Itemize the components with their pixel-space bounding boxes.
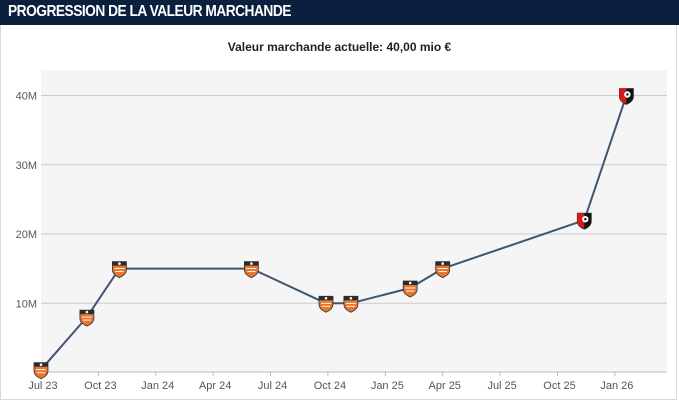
y-tick-label: 10M bbox=[16, 298, 37, 310]
x-tick-label: Jul 24 bbox=[258, 380, 287, 392]
data-point-lorient-crest-icon[interactable] bbox=[243, 261, 259, 279]
y-tick-label: 20M bbox=[16, 229, 37, 241]
section-title: PROGRESSION DE LA VALEUR MARCHANDE bbox=[8, 3, 291, 20]
data-point-lorient-crest-icon[interactable] bbox=[402, 280, 418, 298]
y-tick-label: 30M bbox=[16, 160, 37, 172]
data-point-bournemouth-crest-icon[interactable] bbox=[576, 212, 592, 230]
x-tick-label: Apr 25 bbox=[429, 380, 461, 392]
x-tick-label: Jul 23 bbox=[28, 380, 57, 392]
data-point-bournemouth-crest-icon[interactable] bbox=[619, 88, 634, 105]
market-value-line bbox=[40, 95, 628, 371]
chart-subtitle: Valeur marchande actuelle: 40,00 mio € bbox=[227, 40, 452, 54]
data-point-lorient-crest-icon[interactable] bbox=[33, 362, 49, 380]
plot-area bbox=[41, 70, 667, 372]
x-tick-label: Oct 25 bbox=[543, 380, 575, 392]
data-point-lorient-crest-icon[interactable] bbox=[112, 261, 127, 279]
x-tick-label: Apr 24 bbox=[199, 380, 231, 392]
data-point-lorient-crest-icon[interactable] bbox=[343, 295, 359, 313]
chart-panel bbox=[0, 25, 677, 400]
x-tick-label: Jul 25 bbox=[487, 380, 516, 392]
x-tick-label: Jan 24 bbox=[141, 380, 174, 392]
y-tick-label: 40M bbox=[16, 91, 37, 103]
x-tick-label: Jan 26 bbox=[600, 380, 633, 392]
data-point-lorient-crest-icon[interactable] bbox=[318, 295, 334, 313]
data-point-lorient-crest-icon[interactable] bbox=[435, 261, 451, 279]
x-tick-label: Oct 24 bbox=[314, 380, 346, 392]
data-point-lorient-crest-icon[interactable] bbox=[79, 309, 95, 327]
x-tick-label: Jan 25 bbox=[371, 380, 404, 392]
section-header: PROGRESSION DE LA VALEUR MARCHANDE bbox=[0, 0, 679, 25]
x-tick-label: Oct 23 bbox=[84, 380, 116, 392]
